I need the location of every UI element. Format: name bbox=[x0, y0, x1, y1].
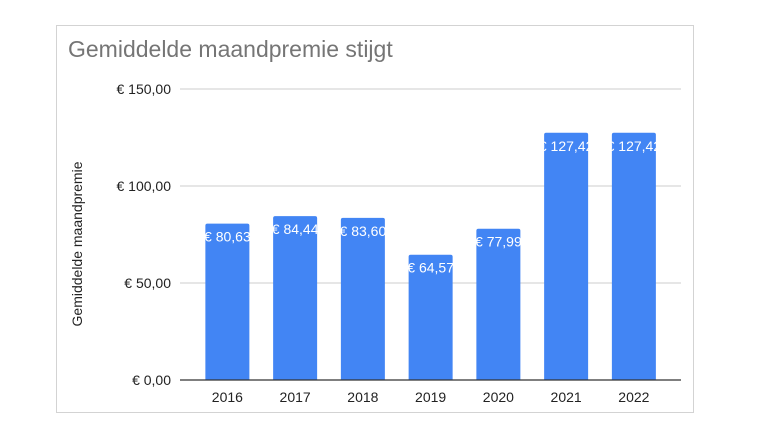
y-axis-label: Gemiddelde maandpremie bbox=[69, 161, 85, 326]
x-tick-label: 2021 bbox=[551, 389, 582, 405]
data-label: € 127,42 bbox=[539, 138, 594, 154]
data-label: € 127,42 bbox=[607, 138, 662, 154]
data-label: € 64,57 bbox=[407, 260, 454, 276]
bar bbox=[205, 223, 250, 380]
data-label: € 84,44 bbox=[272, 221, 319, 237]
y-tick-label: € 50,00 bbox=[124, 275, 171, 291]
chart-title: Gemiddelde maandpremie stijgt bbox=[68, 36, 393, 62]
bar bbox=[476, 228, 521, 380]
bar bbox=[408, 254, 453, 380]
x-tick-label: 2017 bbox=[280, 389, 311, 405]
x-tick-label: 2018 bbox=[347, 389, 378, 405]
y-tick-label: € 100,00 bbox=[117, 178, 172, 194]
y-tick-label: € 150,00 bbox=[117, 81, 172, 97]
data-label: € 77,99 bbox=[475, 234, 522, 250]
x-tick-label: 2019 bbox=[415, 389, 446, 405]
data-label: € 83,60 bbox=[340, 223, 387, 239]
x-tick-label: 2016 bbox=[212, 389, 243, 405]
bar bbox=[611, 132, 656, 380]
bar bbox=[340, 217, 385, 380]
x-tick-label: 2022 bbox=[618, 389, 649, 405]
y-tick-label: € 0,00 bbox=[132, 372, 171, 388]
x-tick-label: 2020 bbox=[483, 389, 514, 405]
bar bbox=[544, 132, 589, 380]
data-label: € 80,63 bbox=[204, 229, 251, 245]
bar bbox=[273, 216, 318, 380]
